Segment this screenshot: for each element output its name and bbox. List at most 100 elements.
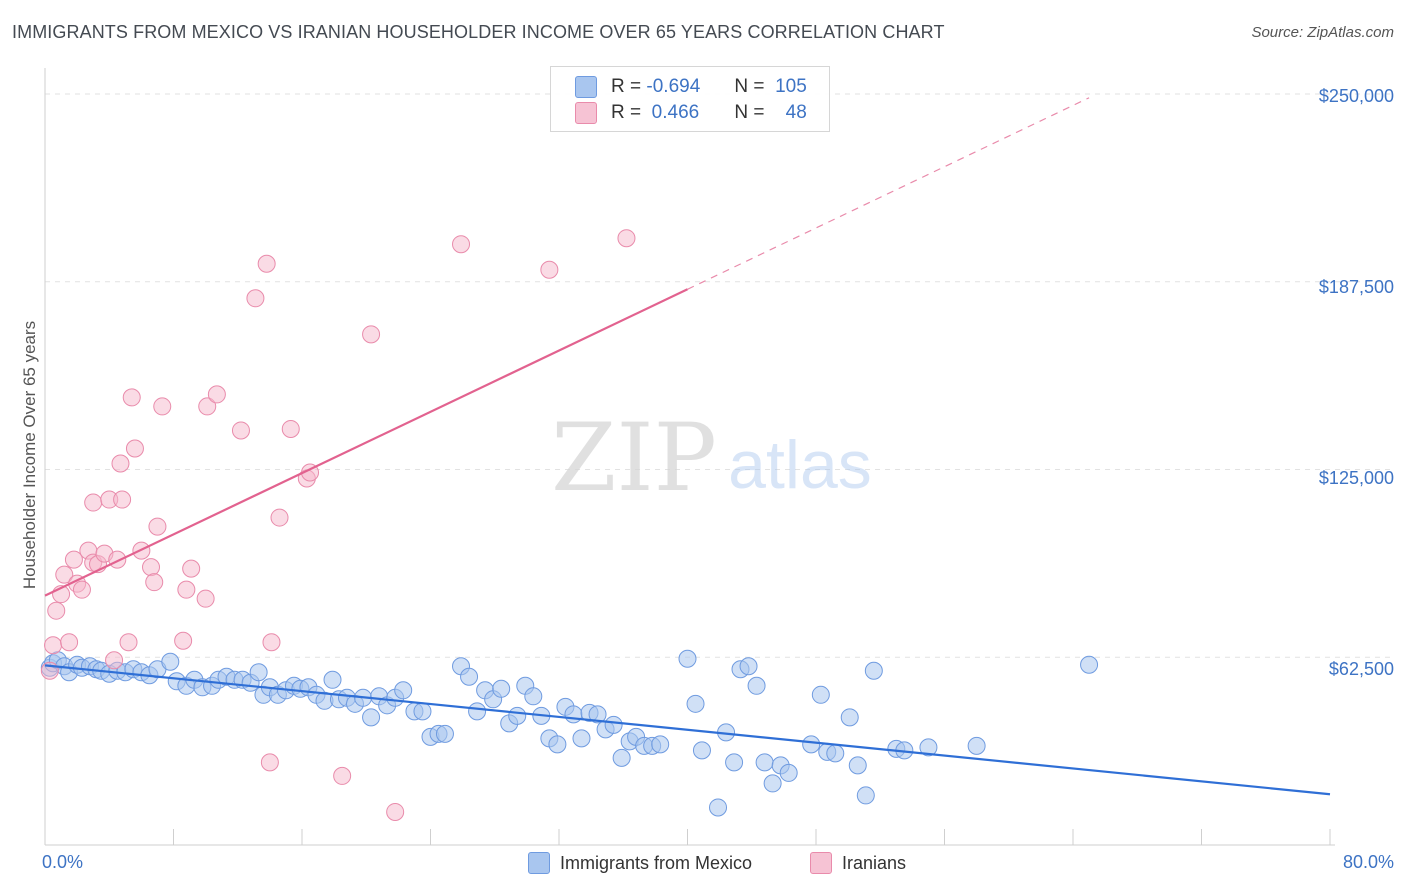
data-point-iranians: [207, 385, 226, 404]
data-point-mexico: [747, 676, 766, 695]
y-tick-label: $250,000: [1318, 86, 1394, 106]
data-point-iranians: [142, 558, 161, 577]
data-point-iranians: [540, 260, 559, 279]
watermark-zip: ZIP: [551, 404, 717, 513]
data-point-mexico: [725, 753, 744, 772]
legend-label-mexico: Immigrants from Mexico: [560, 852, 753, 873]
data-point-mexico: [779, 763, 798, 782]
data-point-iranians: [84, 493, 103, 512]
series-legend: Immigrants from Mexico Iranians: [0, 852, 1406, 878]
data-point-iranians: [47, 601, 66, 620]
data-point-iranians: [262, 633, 281, 652]
x-tick-label-max: 80.0%: [1342, 852, 1394, 872]
watermark: ZIP atlas: [551, 404, 872, 513]
legend-r-value: -0.694: [646, 76, 701, 97]
data-point-iranians: [44, 636, 63, 655]
axes: [44, 68, 1335, 846]
data-point-mexico: [394, 681, 413, 700]
data-point-mexico: [840, 708, 859, 727]
legend-n-value: 48: [785, 102, 807, 123]
data-point-mexico: [739, 657, 758, 676]
data-point-iranians: [105, 651, 124, 670]
source-label: Source: ZipAtlas.com: [1251, 24, 1394, 41]
data-point-mexico: [460, 667, 479, 686]
data-point-mexico: [811, 685, 830, 704]
legend-swatch-mexico: [528, 852, 550, 874]
data-point-iranians: [125, 439, 144, 458]
data-point-mexico: [468, 702, 487, 721]
data-point-iranians: [60, 633, 79, 652]
data-point-mexico: [919, 738, 938, 757]
data-point-mexico: [709, 798, 728, 817]
trend-line-mexico: [44, 664, 1331, 796]
series-mexico: [40, 649, 1099, 817]
data-point-mexico: [678, 649, 697, 668]
data-point-iranians: [281, 419, 300, 438]
data-point-iranians: [198, 397, 217, 416]
data-point-mexico: [161, 652, 180, 671]
data-point-mexico: [548, 735, 567, 754]
data-point-mexico: [604, 715, 623, 734]
data-point-iranians: [386, 802, 405, 821]
legend-row-iranians: R = 0.466 N = 48: [575, 100, 807, 126]
legend-r-label: R =: [611, 102, 642, 123]
data-point-iranians: [113, 490, 132, 509]
data-point-mexico: [362, 708, 381, 727]
data-point-mexico: [864, 661, 883, 680]
data-point-mexico: [802, 735, 821, 754]
data-point-iranians: [64, 550, 83, 569]
data-point-mexico: [413, 702, 432, 721]
data-point-iranians: [55, 565, 74, 584]
data-point-iranians: [153, 397, 172, 416]
data-point-mexico: [508, 706, 527, 725]
data-point-iranians: [177, 580, 196, 599]
data-point-iranians: [196, 589, 215, 608]
legend-item-iranians: Iranians: [810, 852, 906, 874]
data-point-mexico: [524, 687, 543, 706]
correlation-legend: R = -0.694 N = 105 R = 0.466 N = 48: [550, 66, 830, 132]
data-point-iranians: [174, 631, 193, 650]
legend-swatch-iranians: [810, 852, 832, 874]
data-point-mexico: [763, 774, 782, 793]
data-point-iranians: [108, 550, 127, 569]
legend-row-mexico: R = -0.694 N = 105: [575, 74, 807, 100]
data-point-mexico: [755, 753, 774, 772]
data-point-mexico: [692, 741, 711, 760]
data-point-iranians: [362, 325, 381, 344]
data-point-iranians: [246, 289, 265, 308]
gridlines: [45, 93, 1395, 658]
data-point-iranians: [119, 633, 138, 652]
data-point-mexico: [249, 663, 268, 682]
data-point-iranians: [260, 753, 279, 772]
data-point-iranians: [617, 229, 636, 248]
legend-r-label: R =: [611, 76, 642, 97]
y-tick-label: $187,500: [1318, 277, 1394, 297]
legend-r-value: 0.466: [646, 102, 700, 123]
legend-n-label: N =: [734, 102, 765, 123]
data-point-mexico: [492, 679, 511, 698]
trend-line-iranians: [44, 288, 688, 597]
data-point-iranians: [111, 454, 130, 473]
legend-item-mexico: Immigrants from Mexico: [528, 852, 752, 874]
data-point-mexico: [572, 729, 591, 748]
series-iranians: [40, 229, 636, 821]
legend-label-iranians: Iranians: [842, 852, 907, 873]
watermark-atlas: atlas: [728, 427, 872, 503]
data-point-iranians: [257, 254, 276, 273]
data-point-mexico: [564, 705, 583, 724]
data-point-mexico: [588, 705, 607, 724]
data-point-iranians: [72, 580, 91, 599]
legend-n-value: 105: [775, 76, 807, 97]
legend-swatch-pink: [575, 102, 597, 124]
y-tick-label: $125,000: [1318, 468, 1394, 488]
data-point-mexico: [856, 786, 875, 805]
legend-swatch-blue: [575, 76, 597, 98]
data-point-mexico: [435, 724, 454, 743]
data-point-iranians: [182, 559, 201, 578]
trend-extension-iranians: [687, 97, 1090, 290]
data-point-mexico: [826, 744, 845, 763]
data-point-mexico: [1080, 655, 1099, 674]
data-point-iranians: [148, 517, 167, 536]
data-point-mexico: [848, 756, 867, 775]
data-point-iranians: [452, 235, 471, 254]
